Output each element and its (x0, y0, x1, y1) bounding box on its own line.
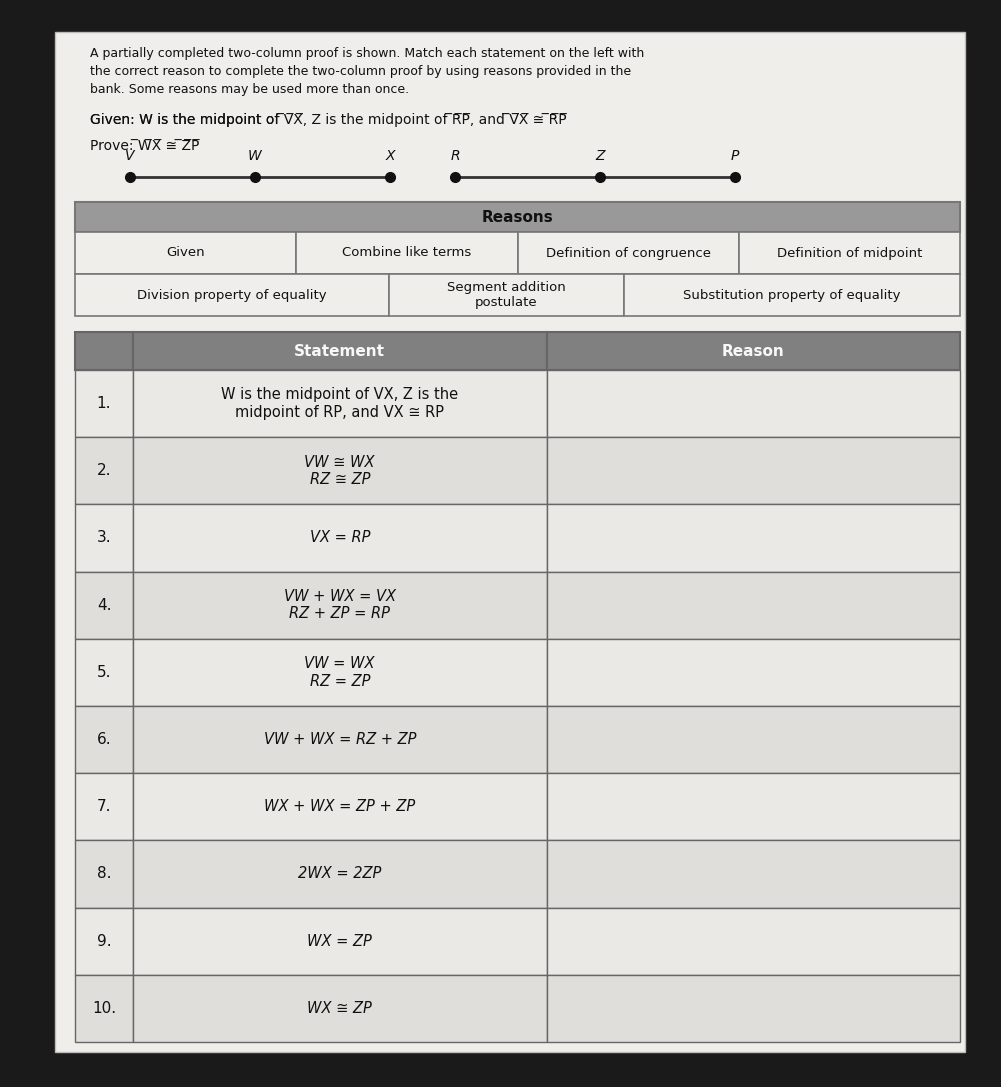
Text: Given: W is the midpoint of ̅V̅X̅, Z is the midpoint of ̅R̅P̅, and ̅V̅X̅ ≅ ̅R̅P̅: Given: W is the midpoint of ̅V̅X̅, Z is … (90, 113, 567, 127)
Bar (75, 639, 133, 705)
Bar (75, 572, 133, 639)
Bar (75, 840, 133, 908)
Bar (133, 572, 547, 639)
Bar (547, 504, 960, 572)
Text: Substitution property of equality: Substitution property of equality (683, 288, 901, 301)
Text: 5.: 5. (97, 665, 111, 679)
Bar (547, 840, 960, 908)
Bar (75, 437, 133, 504)
Text: VW + WX = VX
RZ + ZP = RP: VW + WX = VX RZ + ZP = RP (283, 589, 395, 622)
Text: W: W (248, 149, 262, 163)
Text: Prove: ̅W̅X̅ ≅ ̅Z̅P̅: Prove: ̅W̅X̅ ≅ ̅Z̅P̅ (90, 139, 199, 153)
Bar (547, 572, 960, 639)
Bar (75, 274, 389, 316)
Bar (75, 705, 133, 773)
Bar (389, 274, 624, 316)
Bar (75, 908, 133, 975)
Bar (739, 232, 960, 274)
Text: Segment addition
postulate: Segment addition postulate (447, 282, 566, 309)
Text: 7.: 7. (97, 799, 111, 814)
Bar (133, 908, 547, 975)
Text: V: V (125, 149, 135, 163)
Bar (547, 332, 960, 370)
Bar (547, 437, 960, 504)
Text: W is the midpoint of VX, Z is the
midpoint of RP, and VX ≅ RP: W is the midpoint of VX, Z is the midpoi… (221, 387, 458, 420)
Bar (133, 705, 547, 773)
Text: R: R (450, 149, 459, 163)
Text: Reason: Reason (722, 343, 785, 359)
Text: 4.: 4. (97, 598, 111, 613)
Bar (133, 773, 547, 840)
Text: Definition of congruence: Definition of congruence (546, 247, 711, 260)
Bar (133, 840, 547, 908)
Bar (133, 504, 547, 572)
Bar (547, 975, 960, 1042)
Text: WX = ZP: WX = ZP (307, 934, 372, 949)
Text: VW ≅ WX
RZ ≅ ZP: VW ≅ WX RZ ≅ ZP (304, 454, 375, 487)
Text: WX ≅ ZP: WX ≅ ZP (307, 1001, 372, 1016)
Text: 2.: 2. (97, 463, 111, 478)
Text: 9.: 9. (97, 934, 111, 949)
Bar (547, 705, 960, 773)
Bar (133, 639, 547, 705)
Text: Division property of equality: Division property of equality (137, 288, 327, 301)
Bar (75, 232, 296, 274)
Text: WX + WX = ZP + ZP: WX + WX = ZP + ZP (264, 799, 415, 814)
Bar (75, 370, 133, 437)
Bar (547, 908, 960, 975)
Text: Definition of midpoint: Definition of midpoint (777, 247, 922, 260)
Text: 8.: 8. (97, 866, 111, 882)
Text: X: X (385, 149, 394, 163)
Bar (133, 975, 547, 1042)
Text: Reasons: Reasons (481, 210, 554, 225)
Text: VW + WX = RZ + ZP: VW + WX = RZ + ZP (263, 733, 416, 747)
Text: 2WX = 2ZP: 2WX = 2ZP (298, 866, 381, 882)
Bar (133, 332, 547, 370)
Bar (75, 202, 960, 232)
Text: Statement: Statement (294, 343, 385, 359)
Bar (547, 370, 960, 437)
Bar (75, 332, 133, 370)
Bar (133, 437, 547, 504)
Text: 3.: 3. (97, 530, 111, 546)
Bar (75, 773, 133, 840)
Bar (75, 975, 133, 1042)
Text: Given: W is the midpoint of: Given: W is the midpoint of (90, 113, 283, 127)
Text: bank. Some reasons may be used more than once.: bank. Some reasons may be used more than… (90, 83, 409, 96)
FancyBboxPatch shape (55, 32, 965, 1052)
Text: VX = RP: VX = RP (309, 530, 370, 546)
Text: Given: Given (166, 247, 205, 260)
Bar (547, 639, 960, 705)
Text: P: P (731, 149, 739, 163)
Bar (296, 232, 518, 274)
Text: 6.: 6. (97, 733, 111, 747)
Bar (518, 232, 739, 274)
Text: Z: Z (596, 149, 605, 163)
Text: Combine like terms: Combine like terms (342, 247, 471, 260)
Bar (133, 370, 547, 437)
Text: 1.: 1. (97, 396, 111, 411)
Text: VW = WX
RZ = ZP: VW = WX RZ = ZP (304, 657, 375, 688)
Bar (547, 773, 960, 840)
Bar (624, 274, 960, 316)
Text: 10.: 10. (92, 1001, 116, 1016)
Bar (75, 504, 133, 572)
Text: A partially completed two-column proof is shown. Match each statement on the lef: A partially completed two-column proof i… (90, 47, 645, 60)
Text: the correct reason to complete the two-column proof by using reasons provided in: the correct reason to complete the two-c… (90, 65, 631, 78)
